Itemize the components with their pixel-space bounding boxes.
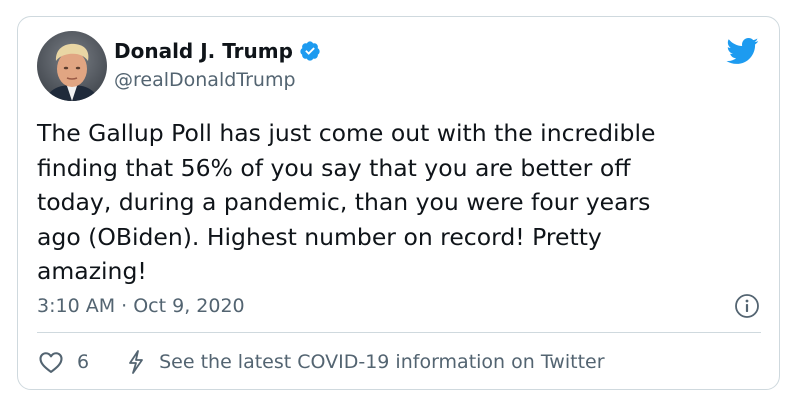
tweet-text: The Gallup Poll has just come out with t… [37,119,656,285]
author-handle[interactable]: @realDonaldTrump [114,69,296,91]
covid-info-link[interactable]: See the latest COVID-19 information on T… [125,349,605,375]
lightning-bolt-icon [129,350,143,374]
tweet-actions: 6 See the latest COVID-19 information on… [37,346,605,378]
author-name-row[interactable]: Donald J. Trump [114,39,321,63]
like-button[interactable]: 6 [37,348,89,376]
tweet-card: Donald J. Trump @realDonaldTrump The Gal… [17,16,780,390]
verified-badge-icon [300,41,320,61]
twitter-bird-icon[interactable] [725,37,759,65]
info-icon[interactable] [734,293,760,319]
author-display-name[interactable]: Donald J. Trump [114,39,293,63]
covid-info-text[interactable]: See the latest COVID-19 information on T… [159,351,605,373]
divider [37,332,761,333]
avatar[interactable] [37,31,107,101]
avatar-image [37,31,107,101]
heart-icon[interactable] [37,348,65,376]
tweet-timestamp[interactable]: 3:10 AM · Oct 9, 2020 [37,295,245,317]
like-count: 6 [77,351,90,373]
